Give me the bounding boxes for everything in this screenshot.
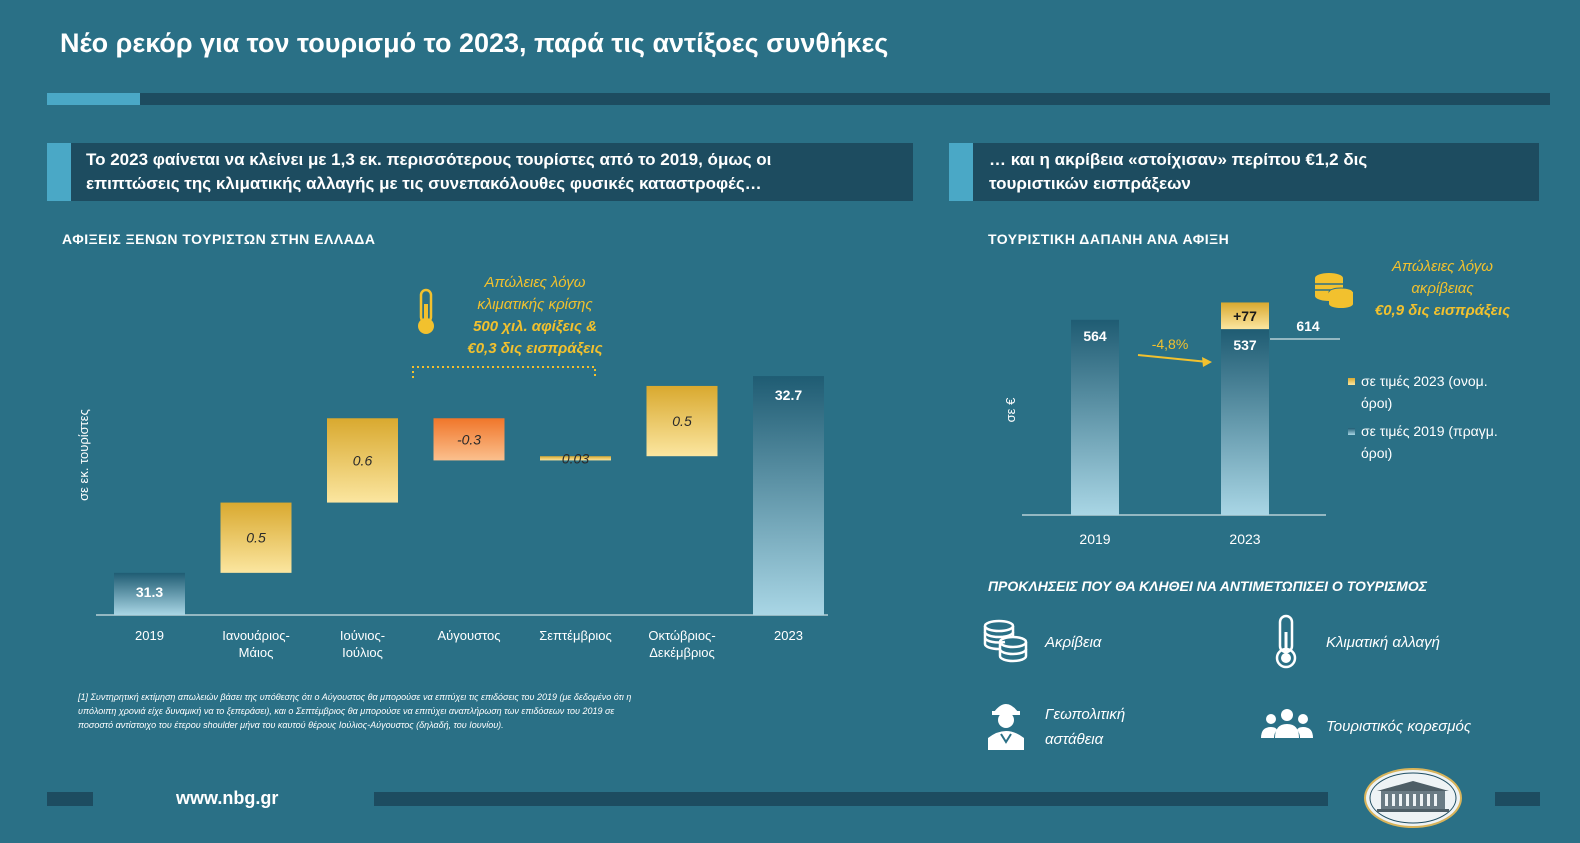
left-section-header — [47, 143, 913, 201]
left-section-line1: Το 2023 φαίνεται να κλείνει με 1,3 εκ. π… — [86, 150, 772, 169]
price-loss-line1: Απώλειες λόγω — [1392, 258, 1493, 275]
challenge-label-prices: Ακρίβεια — [1045, 634, 1102, 651]
arrivals-category-label: Δεκέμβριος — [649, 645, 715, 660]
arrivals-bar-label: 0.5 — [672, 413, 692, 429]
total-label: 614 — [1296, 318, 1320, 334]
spending-bar-chart: σε € 564 2019 537 +77 2023 -4,8% 614 — [1003, 302, 1340, 547]
spending-category-label: 2023 — [1229, 531, 1260, 547]
climate-loss-note: Απώλειες λόγω κλιματικής κρίσης 500 χιλ.… — [445, 272, 625, 360]
right-section-header — [949, 143, 1539, 201]
arrivals-bar — [646, 385, 718, 457]
legend-swatch-gold — [1348, 378, 1355, 385]
change-arrow-head — [1202, 357, 1212, 367]
spending-legend: σε τιμές 2023 (ονομ. όροι) σε τιμές 2019… — [1348, 370, 1538, 464]
spending-chart-title: ΤΟΥΡΙΣΤΙΚΗ ΔΑΠΑΝΗ ΑΝΑ ΑΦΙΞΗ — [988, 231, 1230, 247]
challenge-geopolitics-line2: αστάθεια — [1045, 731, 1104, 748]
price-loss-line3: €0,9 δις εισπράξεις — [1374, 302, 1511, 319]
arrivals-bar-label: 32.7 — [775, 387, 802, 403]
arrivals-category-label: Οκτώβριος- — [648, 628, 715, 643]
arrivals-category-label: Αύγουστος — [437, 628, 500, 643]
climate-loss-line4: €0,3 δις εισπράξεις — [467, 340, 603, 357]
coins-icon — [1315, 273, 1354, 308]
spending-increment-label: +77 — [1233, 308, 1257, 324]
arrivals-ylabel: σε εκ. τουρίστες — [76, 409, 91, 501]
arrivals-category-label: Ιανουάριος- — [222, 628, 290, 643]
legend-2023-line2: όροι) — [1361, 395, 1393, 411]
spending-bar-label: 564 — [1083, 328, 1107, 344]
right-section-text: … και η ακρίβεια «στοίχισαν» περίπου €1,… — [989, 148, 1529, 196]
challenge-geopolitics-line1: Γεωπολιτική — [1045, 706, 1126, 723]
right-section-accent — [949, 143, 973, 201]
legend-item-2019: σε τιμές 2019 (πραγμ. όροι) — [1348, 420, 1538, 464]
left-section-accent — [47, 143, 71, 201]
legend-label-2023: σε τιμές 2023 (ονομ. όροι) — [1361, 370, 1488, 414]
left-section-text: Το 2023 φαίνεται να κλείνει με 1,3 εκ. π… — [86, 148, 912, 196]
arrivals-bar — [540, 456, 611, 461]
legend-item-2023: σε τιμές 2023 (ονομ. όροι) — [1348, 370, 1538, 414]
arrivals-bar — [753, 376, 824, 615]
legend-swatch-blue — [1348, 428, 1355, 435]
price-loss-line2: ακρίβειας — [1411, 280, 1474, 297]
arrivals-waterfall-chart: σε εκ. τουρίστες 31.3 2019 0.5 Ιανουάριος- Μ… — [76, 366, 828, 660]
footnote-line3: ποσοστό αντίστοιχο του έτερου shoulder μ… — [78, 720, 504, 730]
bottom-bar-left — [47, 792, 93, 806]
top-divider — [47, 93, 1550, 105]
coins-icon — [983, 619, 1028, 663]
top-divider-accent — [47, 93, 140, 105]
arrivals-bar-label: 0.6 — [353, 452, 373, 468]
soldier-icon — [988, 704, 1024, 750]
arrivals-category-label: 2019 — [135, 628, 164, 643]
legend-2019-line2: όροι) — [1361, 445, 1393, 461]
footnote-line1: [1] Συντηρητική εκτίμηση απωλειών βάσει … — [78, 692, 632, 702]
challenge-label-geopolitics: Γεωπολιτική αστάθεια — [1045, 702, 1125, 752]
arrivals-bar-label: 0.03 — [562, 450, 589, 466]
arrivals-bar — [114, 572, 185, 615]
climate-loss-line3: 500 χιλ. αφίξεις & — [473, 318, 597, 335]
climate-loss-bracket — [412, 366, 596, 378]
spending-increment-bar — [1221, 302, 1269, 330]
bottom-bar-middle — [374, 792, 1328, 806]
spending-bar — [1071, 319, 1119, 515]
right-section-line1: … και η ακρίβεια «στοίχισαν» περίπου €1,… — [989, 150, 1368, 169]
challenges-title: ΠΡΟΚΛΗΣΕΙΣ ΠΟΥ ΘΑ ΚΛΗΘΕΙ ΝΑ ΑΝΤΙΜΕΤΩΠΙΣΕ… — [988, 578, 1427, 594]
legend-label-2019: σε τιμές 2019 (πραγμ. όροι) — [1361, 420, 1498, 464]
crowd-icon — [1261, 709, 1313, 738]
challenge-label-climate: Κλιματική αλλαγή — [1326, 634, 1440, 651]
arrivals-category-label: Σεπτέμβριος — [539, 628, 611, 643]
arrivals-category-label: Μάιος — [239, 645, 274, 660]
thermometer-icon — [418, 288, 434, 334]
legend-2019-line1: σε τιμές 2019 (πραγμ. — [1361, 423, 1498, 439]
climate-loss-line2: κλιματικής κρίσης — [477, 296, 593, 313]
website-link[interactable]: www.nbg.gr — [176, 788, 279, 808]
change-arrow — [1137, 354, 1209, 363]
spending-category-label: 2019 — [1079, 531, 1110, 547]
spending-bar — [1221, 329, 1269, 515]
spending-bar-label: 537 — [1233, 337, 1257, 353]
arrivals-bar-label: 31.3 — [136, 584, 163, 600]
climate-loss-line1: Απώλειες λόγω — [484, 274, 586, 291]
page-title: Νέο ρεκόρ για τον τουρισμό το 2023, παρά… — [60, 28, 889, 58]
arrivals-chart-title: ΑΦΙΞΕΙΣ ΞΕΝΩΝ ΤΟΥΡΙΣΤΩΝ ΣΤΗΝ ΕΛΛΑΔΑ — [62, 231, 376, 247]
change-label: -4,8% — [1152, 336, 1189, 352]
arrivals-bar — [433, 418, 505, 461]
spending-ylabel: σε € — [1003, 397, 1018, 422]
arrivals-bar-label: 0.5 — [246, 530, 266, 546]
price-loss-note: Απώλειες λόγω ακρίβειας €0,9 δις εισπράξ… — [1360, 256, 1525, 322]
arrivals-category-label: 2023 — [774, 628, 803, 643]
nbg-logo — [1364, 768, 1462, 828]
footnote-line2: υπόλοιπη χρονιά είχε δυναμική να το ξεπε… — [78, 706, 615, 716]
thermometer-icon — [1275, 614, 1297, 669]
bottom-bar-right — [1495, 792, 1540, 806]
footnote: [1] Συντηρητική εκτίμηση απωλειών βάσει … — [78, 690, 838, 732]
arrivals-bar — [220, 502, 292, 573]
challenge-label-overtourism: Τουριστικός κορεσμός — [1326, 718, 1472, 735]
left-section-line2: επιπτώσεις της κλιματικής αλλαγής με τις… — [86, 174, 762, 193]
arrivals-bar-label: -0.3 — [457, 431, 481, 447]
arrivals-category-label: Ιούνιος- — [340, 628, 385, 643]
legend-2023-line1: σε τιμές 2023 (ονομ. — [1361, 373, 1488, 389]
right-section-line2: τουριστικών εισπράξεων — [989, 174, 1191, 193]
arrivals-bar — [327, 418, 398, 503]
arrivals-category-label: Ιούλιος — [342, 645, 383, 660]
